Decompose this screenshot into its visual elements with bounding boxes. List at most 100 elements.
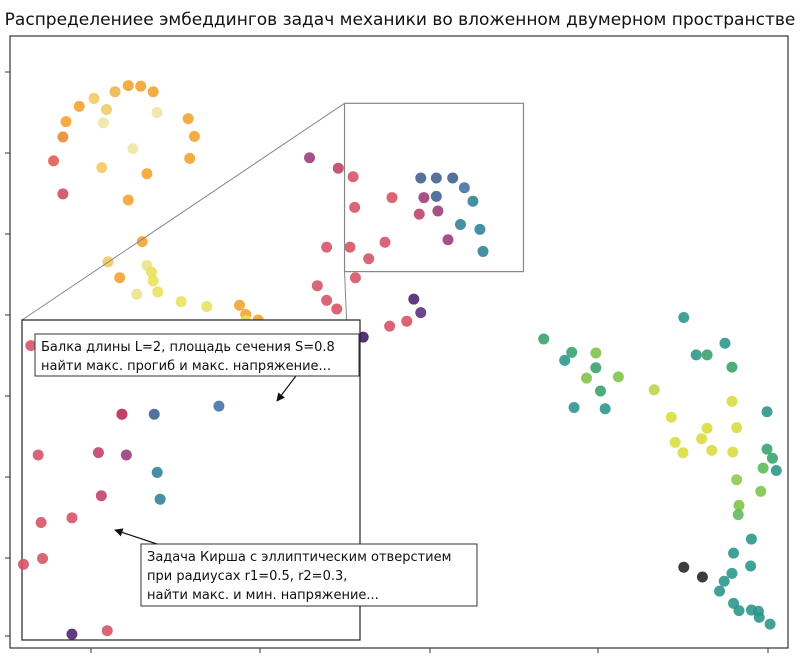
scatter-point bbox=[731, 474, 743, 486]
scatter-point bbox=[733, 605, 745, 617]
scatter-point bbox=[590, 347, 602, 359]
scatter-point bbox=[131, 288, 143, 300]
scatter-point bbox=[678, 561, 690, 573]
inset-point bbox=[66, 628, 78, 640]
scatter-point bbox=[447, 172, 459, 184]
inset-point bbox=[37, 553, 49, 565]
scatter-point bbox=[321, 294, 333, 306]
scatter-point bbox=[714, 585, 726, 597]
scatter-point bbox=[566, 346, 578, 358]
scatter-point bbox=[467, 195, 479, 207]
plot-area-frame bbox=[9, 35, 789, 649]
scatter-point bbox=[430, 172, 442, 184]
scatter-point bbox=[726, 567, 738, 579]
scatter-point bbox=[678, 312, 690, 324]
scatter-point bbox=[732, 509, 744, 521]
scatter-point bbox=[100, 103, 112, 115]
scatter-point bbox=[122, 80, 134, 92]
scatter-point bbox=[146, 266, 158, 278]
scatter-point bbox=[347, 171, 359, 183]
scatter-point bbox=[415, 172, 427, 184]
scatter-point bbox=[590, 362, 602, 374]
scatter-point bbox=[151, 107, 163, 118]
scatter-point bbox=[349, 272, 361, 284]
scatter-point bbox=[648, 384, 660, 396]
scatter-point bbox=[690, 349, 702, 361]
scatter-point bbox=[96, 162, 108, 174]
annotation-box bbox=[34, 333, 360, 377]
scatter-point bbox=[745, 533, 757, 545]
scatter-point bbox=[415, 307, 427, 319]
scatter-point bbox=[757, 462, 769, 474]
scatter-point bbox=[147, 275, 159, 287]
annotation-text: Балка длины L=2, площадь сечения S=0.8 на… bbox=[41, 340, 335, 374]
scatter-point bbox=[701, 349, 713, 361]
inset-point bbox=[116, 408, 128, 420]
scatter-point bbox=[141, 168, 153, 180]
scatter-point bbox=[304, 152, 316, 164]
scatter-point bbox=[57, 188, 69, 200]
connector-line bbox=[21, 102, 345, 321]
scatter-point bbox=[595, 385, 607, 397]
inset-point bbox=[32, 449, 44, 461]
zoom-rect bbox=[343, 102, 525, 273]
scatter-point bbox=[401, 315, 413, 327]
scatter-point bbox=[60, 116, 72, 128]
scatter-point bbox=[761, 406, 773, 418]
axis-ticks bbox=[5, 71, 769, 653]
annotation-arrow bbox=[114, 528, 161, 546]
scatter-point bbox=[384, 320, 396, 332]
scatter-point bbox=[234, 299, 246, 311]
scatter-point bbox=[349, 201, 361, 213]
inset-point bbox=[101, 625, 113, 637]
scatter-points bbox=[48, 80, 782, 630]
scatter-point bbox=[728, 547, 740, 559]
scatter-point bbox=[136, 236, 148, 248]
scatter-point bbox=[718, 575, 730, 587]
scatter-point bbox=[706, 444, 718, 456]
annotation-text: Задача Кирша с эллиптическим отверстием п… bbox=[147, 550, 451, 603]
scatter-point bbox=[184, 152, 196, 164]
scatter-point bbox=[88, 92, 100, 104]
scatter-point bbox=[726, 395, 738, 407]
inset-point bbox=[213, 400, 225, 412]
inset-point bbox=[17, 558, 29, 570]
scatter-point bbox=[73, 100, 85, 112]
scatter-point bbox=[665, 411, 677, 423]
scatter-point bbox=[727, 446, 739, 458]
scatter-point bbox=[669, 436, 681, 448]
scatter-point bbox=[701, 422, 713, 434]
scatter-point bbox=[761, 443, 773, 455]
scatter-point bbox=[386, 192, 398, 204]
scatter-point bbox=[152, 286, 164, 298]
scatter-point bbox=[344, 241, 356, 253]
scatter-point bbox=[474, 223, 486, 235]
scatter-point bbox=[612, 371, 624, 383]
scatter-point bbox=[408, 293, 420, 305]
inset-point bbox=[35, 516, 47, 528]
scatter-point bbox=[719, 337, 731, 349]
scatter-point bbox=[122, 194, 134, 206]
scatter-point bbox=[135, 80, 147, 92]
scatter-point bbox=[331, 303, 343, 315]
scatter-point bbox=[109, 86, 121, 98]
scatter-point bbox=[745, 560, 757, 572]
inset-point bbox=[95, 490, 107, 502]
scatter-point bbox=[733, 499, 745, 511]
chart-title: Распределениее эмбеддингов задач механик… bbox=[5, 10, 796, 30]
scatter-point bbox=[432, 205, 444, 217]
scatter-point bbox=[332, 162, 344, 174]
inset-point bbox=[120, 449, 132, 461]
scatter-point bbox=[477, 245, 489, 257]
scatter-point bbox=[696, 571, 708, 583]
inset-point bbox=[66, 512, 78, 524]
scatter-point bbox=[696, 433, 708, 445]
scatter-point bbox=[147, 86, 159, 98]
scatter-point bbox=[201, 301, 213, 313]
scatter-point bbox=[48, 155, 60, 167]
scatter-point bbox=[454, 218, 466, 230]
scatter-point bbox=[379, 236, 391, 248]
scatter-point bbox=[770, 465, 782, 477]
scatter-point bbox=[766, 452, 778, 464]
